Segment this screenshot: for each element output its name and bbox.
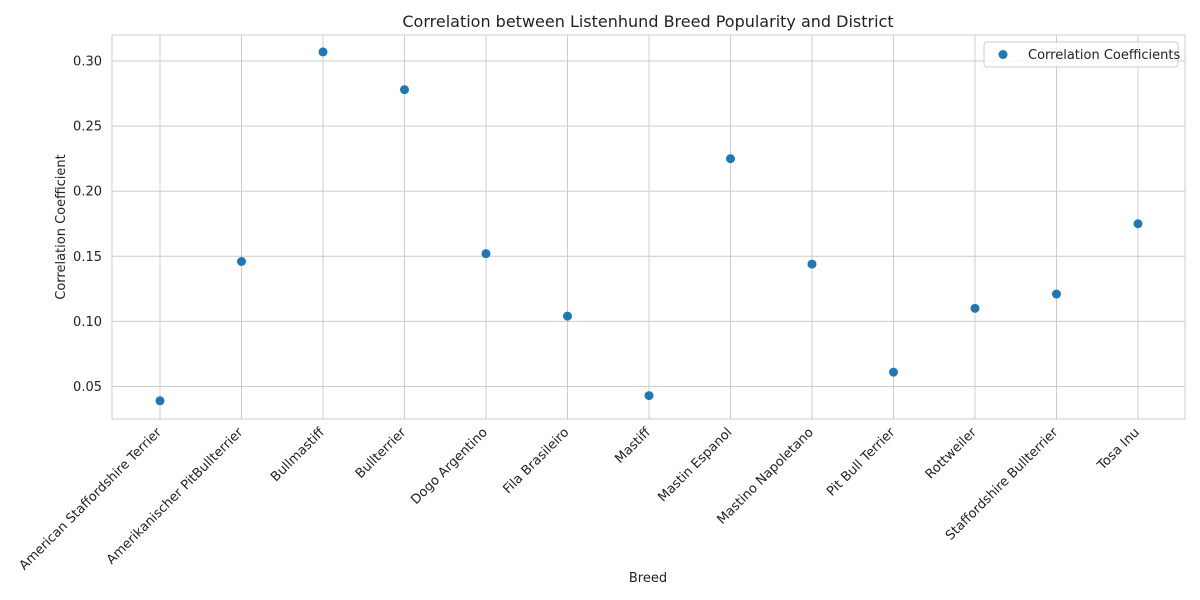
- x-tick-label: Dogo Argentino: [408, 425, 491, 508]
- data-point: [644, 391, 654, 401]
- y-tick-label: 0.05: [73, 380, 102, 395]
- x-tick-label: Rottweiler: [923, 425, 981, 483]
- x-tick-label: Mastin Espanol: [655, 425, 735, 505]
- legend-box: [983, 41, 1179, 68]
- x-tick-label: Bullmastiff: [268, 424, 328, 484]
- y-axis-label: Correlation Coefficient: [54, 154, 69, 300]
- data-point: [889, 367, 898, 377]
- x-tick-label: Amerikanischer PitBullterrier: [104, 425, 247, 568]
- legend-marker: [998, 50, 1008, 59]
- y-tick-label: 0.15: [73, 250, 102, 265]
- x-tick-label: Bullterrier: [353, 425, 410, 482]
- x-axis-label: Breed: [629, 571, 667, 586]
- data-point: [1133, 219, 1143, 229]
- data-point: [726, 154, 735, 164]
- legend: Correlation Coefficients: [983, 41, 1181, 68]
- y-tick-label: 0.20: [73, 185, 102, 200]
- chart-title: Correlation between Listenhund Breed Pop…: [402, 12, 893, 31]
- data-point: [970, 303, 980, 313]
- data-point: [155, 396, 165, 406]
- data-point: [807, 259, 817, 269]
- data-point: [400, 85, 409, 95]
- data-point: [481, 249, 491, 259]
- x-tick-label: Tosa Inu: [1094, 425, 1143, 474]
- data-point: [563, 311, 572, 321]
- x-tick-label: Mastiff: [612, 424, 654, 466]
- plot-frame: [111, 34, 1186, 420]
- y-axis-ticks: 0.05 0.10 0.15 0.20 0.25 0.30: [73, 55, 102, 395]
- data-point: [1052, 289, 1061, 299]
- x-tick-label: American Staffordshire Terrier: [17, 425, 166, 574]
- y-tick-label: 0.10: [73, 315, 102, 330]
- data-points: [155, 47, 1143, 406]
- data-point: [237, 256, 246, 266]
- y-tick-label: 0.25: [73, 120, 102, 135]
- data-point: [318, 47, 328, 57]
- legend-label: Correlation Coefficients: [1028, 48, 1181, 63]
- grid-lines: [112, 35, 1185, 419]
- y-tick-label: 0.30: [73, 55, 102, 70]
- x-tick-label: Pit Bull Terrier: [824, 425, 899, 500]
- x-axis-ticks: American Staffordshire TerrierAmerikanis…: [17, 424, 1143, 573]
- x-tick-label: Fila Brasileiro: [500, 425, 572, 497]
